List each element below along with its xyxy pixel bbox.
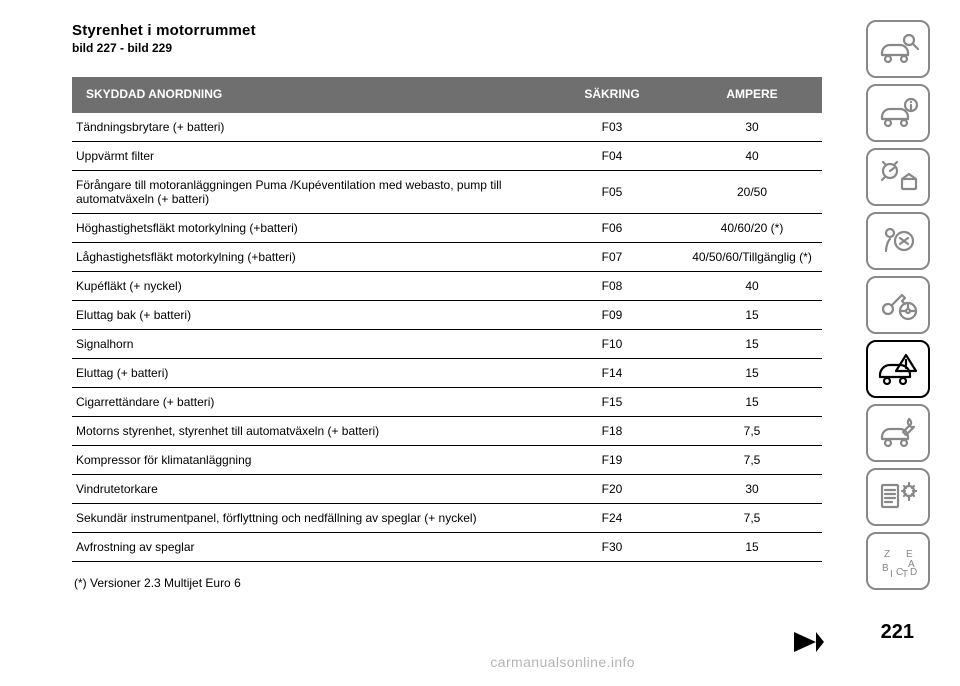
cell-amp: 20/50 xyxy=(682,171,822,214)
manual-settings-icon xyxy=(866,468,930,526)
cell-amp: 15 xyxy=(682,533,822,562)
cell-device: Kompressor för klimatanläggning xyxy=(72,446,542,475)
cell-amp: 30 xyxy=(682,113,822,142)
svg-text:B: B xyxy=(882,563,889,574)
airbag-icon xyxy=(866,212,930,270)
car-warning-icon xyxy=(866,340,930,398)
table-row: Låghastighetsfläkt motorkylning (+batter… xyxy=(72,243,822,272)
cell-device: Förångare till motoranläggningen Puma /K… xyxy=(72,171,542,214)
table-header-amp: AMPERE xyxy=(682,77,822,113)
cell-device: Tändningsbrytare (+ batteri) xyxy=(72,113,542,142)
svg-text:T: T xyxy=(902,569,908,580)
cell-fuse: F03 xyxy=(542,113,682,142)
svg-text:Z: Z xyxy=(884,549,890,560)
cell-amp: 15 xyxy=(682,301,822,330)
cell-fuse: F24 xyxy=(542,504,682,533)
table-row: Kompressor för klimatanläggningF197,5 xyxy=(72,446,822,475)
cell-fuse: F06 xyxy=(542,214,682,243)
cell-amp: 40 xyxy=(682,272,822,301)
page-arrow-icon xyxy=(792,630,826,654)
cell-amp: 40/50/60/Tillgänglig (*) xyxy=(682,243,822,272)
alphabet-index-icon: ZEBAICDT xyxy=(866,532,930,590)
cell-fuse: F19 xyxy=(542,446,682,475)
cell-fuse: F09 xyxy=(542,301,682,330)
key-steering-icon xyxy=(866,276,930,334)
cell-fuse: F04 xyxy=(542,142,682,171)
cell-amp: 40 xyxy=(682,142,822,171)
cell-amp: 15 xyxy=(682,359,822,388)
cell-fuse: F08 xyxy=(542,272,682,301)
car-info-icon xyxy=(866,84,930,142)
dashboard-warning-icon xyxy=(866,148,930,206)
cell-fuse: F05 xyxy=(542,171,682,214)
car-service-icon xyxy=(866,404,930,462)
table-row: Kupéfläkt (+ nyckel)F0840 xyxy=(72,272,822,301)
cell-device: Signalhorn xyxy=(72,330,542,359)
table-header-fuse: SÄKRING xyxy=(542,77,682,113)
fuse-table: SKYDDAD ANORDNING SÄKRING AMPERE Tändnin… xyxy=(72,77,822,562)
cell-fuse: F10 xyxy=(542,330,682,359)
table-row: Motorns styrenhet, styrenhet till automa… xyxy=(72,417,822,446)
cell-device: Höghastighetsfläkt motorkylning (+batter… xyxy=(72,214,542,243)
table-row: Cigarrettändare (+ batteri)F1515 xyxy=(72,388,822,417)
cell-device: Motorns styrenhet, styrenhet till automa… xyxy=(72,417,542,446)
table-row: Tändningsbrytare (+ batteri)F0330 xyxy=(72,113,822,142)
table-row: VindrutetorkareF2030 xyxy=(72,475,822,504)
table-header-device: SKYDDAD ANORDNING xyxy=(72,77,542,113)
table-row: Förångare till motoranläggningen Puma /K… xyxy=(72,171,822,214)
cell-fuse: F07 xyxy=(542,243,682,272)
cell-amp: 40/60/20 (*) xyxy=(682,214,822,243)
cell-device: Vindrutetorkare xyxy=(72,475,542,504)
cell-amp: 7,5 xyxy=(682,446,822,475)
table-row: Avfrostning av speglarF3015 xyxy=(72,533,822,562)
cell-fuse: F20 xyxy=(542,475,682,504)
table-row: Sekundär instrumentpanel, förflyttning o… xyxy=(72,504,822,533)
cell-fuse: F14 xyxy=(542,359,682,388)
table-row: Eluttag bak (+ batteri)F0915 xyxy=(72,301,822,330)
cell-amp: 7,5 xyxy=(682,417,822,446)
table-row: Höghastighetsfläkt motorkylning (+batter… xyxy=(72,214,822,243)
cell-fuse: F15 xyxy=(542,388,682,417)
cell-amp: 30 xyxy=(682,475,822,504)
svg-text:D: D xyxy=(910,567,917,578)
cell-device: Avfrostning av speglar xyxy=(72,533,542,562)
table-row: SignalhornF1015 xyxy=(72,330,822,359)
section-icon-strip: ZEBAICDT xyxy=(866,20,930,590)
cell-device: Uppvärmt filter xyxy=(72,142,542,171)
watermark-text: carmanualsonline.info xyxy=(490,654,635,670)
cell-fuse: F18 xyxy=(542,417,682,446)
table-row: Uppvärmt filterF0440 xyxy=(72,142,822,171)
cell-device: Eluttag bak (+ batteri) xyxy=(72,301,542,330)
cell-amp: 7,5 xyxy=(682,504,822,533)
cell-amp: 15 xyxy=(682,388,822,417)
section-subtitle: bild 227 - bild 229 xyxy=(72,41,822,55)
cell-device: Sekundär instrumentpanel, förflyttning o… xyxy=(72,504,542,533)
cell-amp: 15 xyxy=(682,330,822,359)
cell-device: Kupéfläkt (+ nyckel) xyxy=(72,272,542,301)
svg-text:I: I xyxy=(890,569,893,580)
cell-device: Cigarrettändare (+ batteri) xyxy=(72,388,542,417)
car-search-icon xyxy=(866,20,930,78)
section-title: Styrenhet i motorrummet xyxy=(72,22,822,39)
cell-fuse: F30 xyxy=(542,533,682,562)
table-row: Eluttag (+ batteri)F1415 xyxy=(72,359,822,388)
cell-device: Eluttag (+ batteri) xyxy=(72,359,542,388)
page-number: 221 xyxy=(881,621,914,644)
cell-device: Låghastighetsfläkt motorkylning (+batter… xyxy=(72,243,542,272)
footnote: (*) Versioner 2.3 Multijet Euro 6 xyxy=(72,576,822,590)
